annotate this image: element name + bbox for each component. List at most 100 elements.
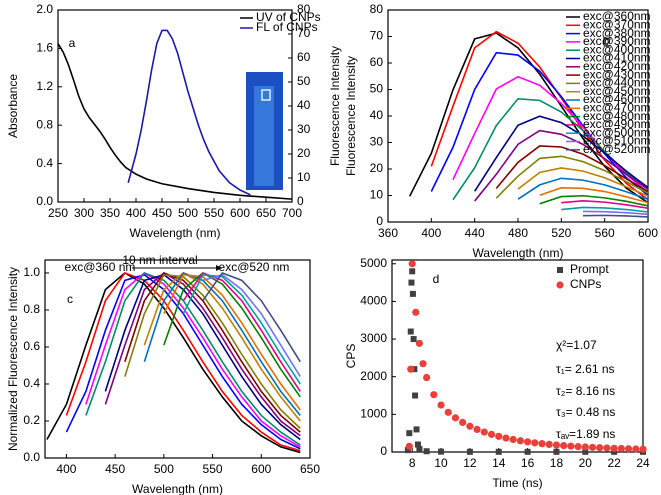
x-axis-label: Time (ns) xyxy=(492,476,542,490)
x-tick-label: 350 xyxy=(100,206,120,220)
data-point xyxy=(407,365,415,373)
series-line xyxy=(408,32,649,204)
panel: 400 450 500 550 600 650 0.0 0.2 0.4 0.6 0.8 1.0 Wave… xyxy=(6,253,320,495)
x-tick-label: 560 xyxy=(595,226,615,240)
series-line xyxy=(582,214,649,218)
y2-tick-label: 60 xyxy=(297,50,311,64)
series-line xyxy=(561,199,649,210)
series-line xyxy=(539,187,649,204)
data-point xyxy=(487,430,496,438)
data-point xyxy=(495,432,503,440)
x-tick-label: 14 xyxy=(492,456,506,470)
series-line xyxy=(182,273,301,385)
y-tick-label: 1.2 xyxy=(36,79,53,93)
legend-label: UV of CNPs xyxy=(256,10,321,24)
plot-frame xyxy=(391,259,644,453)
y-tick-label: 60 xyxy=(370,55,384,69)
annotation: exc@360 nm xyxy=(65,260,136,274)
x-tick-label: 400 xyxy=(56,462,76,476)
data-point xyxy=(423,373,431,382)
panel-label: a xyxy=(69,36,76,50)
data-point xyxy=(632,445,640,453)
series-line xyxy=(517,167,649,197)
legend-label: exc@430nm xyxy=(583,67,651,81)
data-point xyxy=(416,445,423,452)
data-point xyxy=(437,401,445,409)
y-tick-label: 10 xyxy=(370,188,384,202)
panel: 360 400 440 480 520 560 600 0 10 20 30 40 50 60 70 80 Wa… xyxy=(344,2,658,260)
series-line xyxy=(452,75,649,193)
series-line xyxy=(57,43,293,200)
inset-photo xyxy=(246,72,283,190)
data-point xyxy=(466,448,473,455)
y-axis-label: CPS xyxy=(344,344,358,369)
y-tick-label: 20 xyxy=(370,161,384,175)
cuvette-glow xyxy=(254,86,274,186)
data-point xyxy=(553,448,560,455)
data-point xyxy=(617,444,625,453)
panel: 250 300 350 400 450 500 550 600 650 7000.00.40.81… xyxy=(6,2,342,240)
y2-tick-label: 0 xyxy=(297,194,304,208)
y-axis-label: Normalized Fluorescence Intensity xyxy=(6,267,20,451)
annotation: τ₂= 8.16 ns xyxy=(556,384,615,398)
y-tick-label: 1.6 xyxy=(36,41,53,55)
data-point xyxy=(581,443,589,451)
y2-tick-label: 40 xyxy=(297,98,311,112)
data-point xyxy=(523,438,532,446)
series-line xyxy=(124,273,301,429)
y-tick-label: 0.4 xyxy=(36,156,53,170)
x-tick-label: 400 xyxy=(126,206,146,220)
legend-label: exc@490nm xyxy=(583,117,651,131)
annotation: τ₁= 2.61 ns xyxy=(556,362,615,376)
data-point xyxy=(438,448,445,455)
y-axis-label: Absorbance xyxy=(6,74,20,138)
data-point xyxy=(624,445,633,453)
series-line xyxy=(202,273,301,378)
interval-arrowhead xyxy=(216,265,222,271)
data-point xyxy=(582,448,589,455)
data-point xyxy=(596,444,604,452)
data-point xyxy=(509,435,517,444)
legend-label: exc@460nm xyxy=(583,92,651,106)
panel-label: b xyxy=(603,34,610,48)
x-tick-label: 500 xyxy=(178,206,198,220)
y-tick-label: 0.8 xyxy=(23,302,40,316)
legend-label: exc@380nm xyxy=(583,26,651,40)
legend-label: exc@410nm xyxy=(583,51,651,65)
y-axis-label: Fluorescence Intensity xyxy=(344,56,358,176)
data-point xyxy=(588,443,597,451)
data-point xyxy=(405,442,413,450)
legend-label: exc@370nm xyxy=(583,17,651,31)
legend-label: exc@520nm xyxy=(583,142,651,156)
series-line xyxy=(104,273,301,441)
series-line xyxy=(127,29,251,196)
data-point xyxy=(639,445,647,453)
legend-label: exc@390nm xyxy=(583,34,651,48)
annotation: τ₃= 0.48 ns xyxy=(556,405,615,419)
y-tick-label: 0.2 xyxy=(23,413,40,427)
y2-tick-label: 10 xyxy=(297,170,311,184)
data-point xyxy=(419,360,427,368)
x-tick-label: 20 xyxy=(579,456,593,470)
legend-label: exc@510nm xyxy=(583,134,651,148)
series-line xyxy=(163,273,301,411)
annotation: exc@520 nm xyxy=(219,260,290,274)
data-point xyxy=(459,418,467,427)
data-point xyxy=(415,339,424,347)
y2-tick-label: 70 xyxy=(297,26,311,40)
x-tick-label: 500 xyxy=(154,462,174,476)
x-tick-label: 520 xyxy=(551,226,571,240)
data-point xyxy=(408,260,416,268)
y-tick-label: 50 xyxy=(370,82,384,96)
data-point xyxy=(567,442,575,450)
panel-label: d xyxy=(433,272,440,286)
x-tick-label: 10 xyxy=(434,456,448,470)
y-tick-label: 0.6 xyxy=(23,339,40,353)
y-tick-label: 4000 xyxy=(360,294,387,308)
data-point xyxy=(495,448,502,455)
x-axis-label: Wavelength (nm) xyxy=(130,226,221,240)
data-point xyxy=(473,425,481,434)
panel: 8 10 12 14 16 18 20 22 24 0 1000 2000 3000 4000 5000 Ti… xyxy=(344,256,650,490)
x-tick-label: 650 xyxy=(256,206,276,220)
